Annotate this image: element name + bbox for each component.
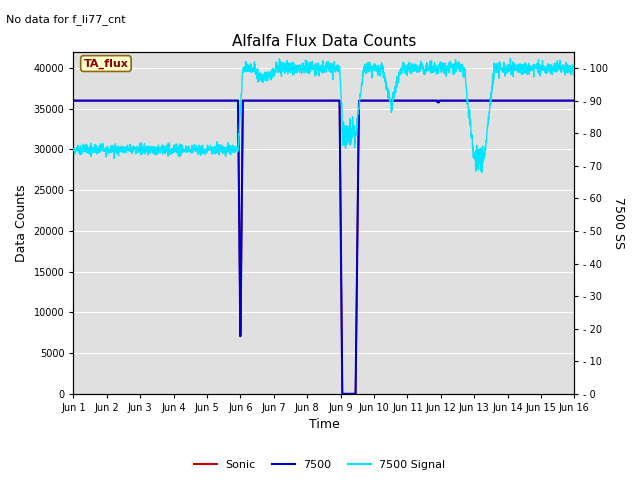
Y-axis label: 7500 SS: 7500 SS xyxy=(612,197,625,249)
Title: Alfalfa Flux Data Counts: Alfalfa Flux Data Counts xyxy=(232,34,416,49)
Y-axis label: Data Counts: Data Counts xyxy=(15,184,28,262)
Text: No data for f_li77_cnt: No data for f_li77_cnt xyxy=(6,14,126,25)
Legend: Sonic, 7500, 7500 Signal: Sonic, 7500, 7500 Signal xyxy=(190,456,450,474)
X-axis label: Time: Time xyxy=(308,419,339,432)
Text: TA_flux: TA_flux xyxy=(83,59,129,69)
